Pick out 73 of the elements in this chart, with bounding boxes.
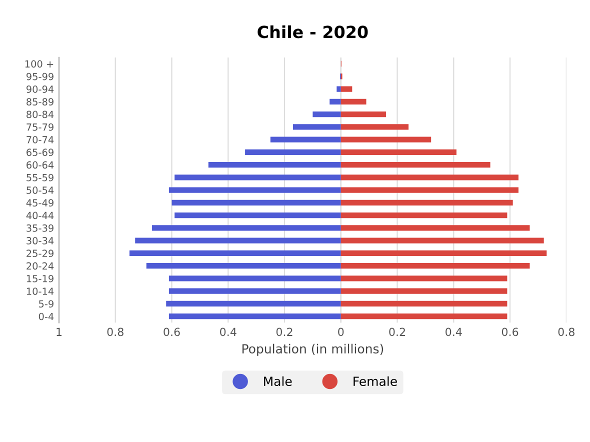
bar [340,314,508,320]
x-tick-label: 0.2 [276,328,292,336]
y-tick-label: 40-44 [26,212,54,220]
bar [168,187,341,193]
chart-title: Chile - 2020 [258,25,368,38]
bar [166,300,341,307]
bar [340,111,386,118]
bar [340,200,513,206]
y-tick-label: 60-64 [26,161,54,169]
y-tick-label: 45-49 [26,199,54,207]
bar [245,149,341,156]
bar [208,162,341,168]
bar [340,86,352,92]
y-tick-label: 65-69 [26,148,54,156]
y-tick-label: 80-84 [26,110,54,118]
y-tick-label: 75-79 [26,123,54,131]
bar [340,187,518,193]
bar [174,174,341,180]
bar [340,238,544,244]
bar [340,225,530,231]
x-tick-label: 0.6 [502,328,518,336]
x-tick-label: 0.8 [558,328,574,336]
y-tick-label: 100 + [25,60,54,68]
y-tick-label: 10-14 [26,288,54,295]
bar [340,162,490,168]
y-tick-label: 55-59 [26,174,54,182]
bar [292,124,341,130]
x-tick-label: 0.2 [389,328,405,336]
y-tick-label: 90-94 [26,86,54,93]
bar [340,149,456,156]
bar [340,98,366,104]
y-tick-label: 5-9 [39,300,54,308]
bar [152,225,341,231]
bar [312,111,341,118]
bar [336,86,341,92]
bar [129,250,341,256]
legend-label: Female [354,376,397,386]
bar [340,124,409,130]
bar [340,212,508,218]
bar [172,200,341,206]
bar [135,238,341,244]
bar [340,136,432,142]
y-tick-label: 30-34 [26,237,54,244]
bar [340,300,508,307]
y-tick-label: 25-29 [26,250,54,258]
y-tick-label: 95-99 [26,72,54,80]
y-tick-label: 50-54 [26,186,54,194]
legend-label: Male [264,376,292,386]
x-tick-label: 1 [56,328,62,336]
x-tick-label: 0.6 [164,328,180,336]
y-tick-label: 85-89 [26,98,54,106]
y-tick-label: 15-19 [26,274,54,282]
y-tick-label: 20-24 [26,262,54,270]
x-tick-label: 0.8 [107,328,124,336]
bar [340,250,547,256]
x-tick-label: 0.4 [220,328,236,336]
bar [340,262,530,269]
y-tick-label: 70-74 [26,136,54,144]
bar [340,276,508,282]
bar [270,136,341,142]
y-tick-label: 35-39 [26,224,54,232]
y-tick-label: 0-4 [38,312,54,320]
bar [168,314,341,320]
bar [168,288,341,294]
bar [330,98,341,104]
bar [340,174,518,180]
x-axis-title: Population (in millions) [242,344,384,356]
bar [340,288,508,294]
bar [174,212,341,218]
x-tick-label: 0.4 [446,328,462,336]
bar [168,276,341,282]
x-tick-label: 0 [338,328,344,336]
bar [146,262,341,269]
